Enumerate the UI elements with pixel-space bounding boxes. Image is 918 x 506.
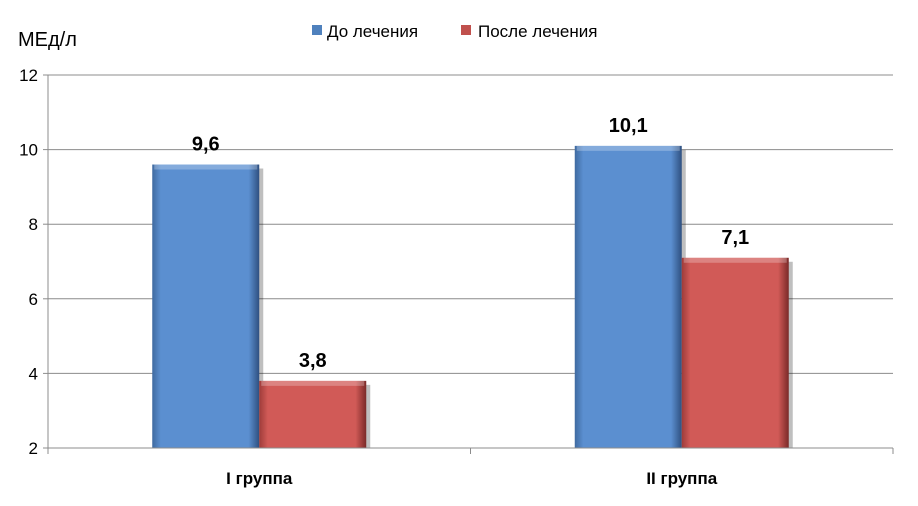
- bar-bevel: [154, 164, 258, 170]
- legend-swatch-after: [461, 25, 471, 35]
- data-label: 10,1: [609, 115, 648, 137]
- bar-bevel: [576, 145, 680, 151]
- legend: До лечения После лечения: [312, 22, 597, 41]
- y-axis-ticks: 2 4 6 8 10 12: [19, 66, 48, 458]
- axes: [47, 75, 894, 454]
- legend-label-after: После лечения: [478, 22, 597, 41]
- bar-after: [259, 380, 367, 448]
- y-tick-label: 10: [19, 141, 38, 160]
- y-tick-label: 8: [29, 215, 38, 234]
- data-label: 7,1: [721, 227, 749, 249]
- bar-before: [574, 145, 682, 448]
- bar-bevel: [261, 380, 365, 386]
- bar-bevel: [683, 257, 787, 263]
- bars: 9,6 3,8 10,1 7,1: [152, 115, 793, 448]
- data-label: 9,6: [192, 134, 220, 156]
- bar-before: [152, 164, 260, 448]
- y-tick-label: 6: [29, 290, 38, 309]
- y-axis-label: МЕд/л: [18, 29, 77, 51]
- legend-swatch-before: [312, 25, 322, 35]
- x-category-label: I группа: [226, 469, 293, 488]
- data-label: 3,8: [299, 350, 327, 372]
- bar-after: [681, 257, 789, 448]
- category-labels: I группа II группа: [226, 469, 718, 488]
- y-tick-label: 4: [29, 364, 38, 383]
- x-category-label: II группа: [646, 469, 717, 488]
- legend-label-before: До лечения: [327, 22, 418, 41]
- y-tick-label: 12: [19, 66, 38, 85]
- y-tick-label: 2: [29, 439, 38, 458]
